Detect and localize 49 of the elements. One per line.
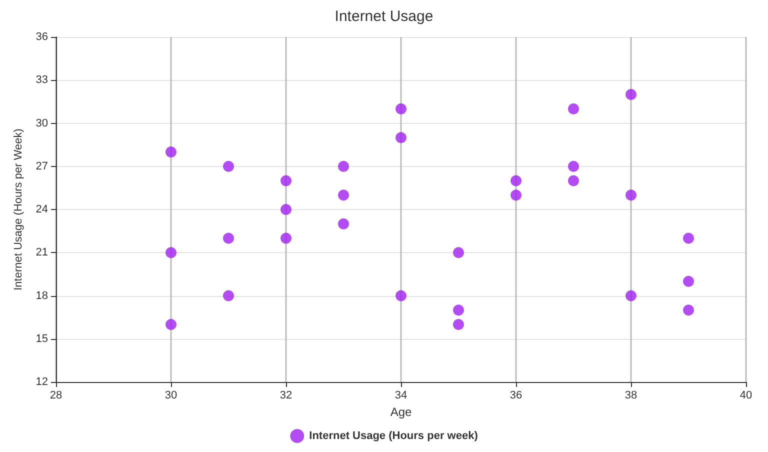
point <box>223 232 234 244</box>
point <box>280 232 292 244</box>
y-tick-label: 12 <box>36 376 48 388</box>
point <box>338 218 349 230</box>
point <box>166 319 176 330</box>
legend-label: Internet Usage (Hours per week) <box>309 430 478 442</box>
point <box>568 103 579 114</box>
point <box>338 160 349 172</box>
y-tick-label: 27 <box>36 160 48 172</box>
x-tick-label: 36 <box>510 390 522 402</box>
y-tick-label: 15 <box>36 332 48 345</box>
point <box>280 175 292 186</box>
x-tick-label: 32 <box>280 390 292 402</box>
x-tick-label: 40 <box>740 390 752 402</box>
point <box>166 247 176 258</box>
point <box>338 190 349 201</box>
point <box>510 175 522 186</box>
chart-title: Internet Usage <box>334 8 434 25</box>
point <box>223 290 234 302</box>
point <box>683 276 694 287</box>
point <box>453 319 464 330</box>
x-tick-label: 30 <box>164 390 178 402</box>
point <box>166 146 176 158</box>
x-tick-label: 34 <box>394 390 408 402</box>
point <box>223 160 234 172</box>
point <box>568 160 579 172</box>
y-tick-label: 18 <box>36 290 48 302</box>
point <box>453 304 464 316</box>
point <box>683 232 694 244</box>
point <box>683 304 694 316</box>
point <box>396 290 406 302</box>
x-tick-label: 28 <box>50 390 62 402</box>
y-tick-label: 30 <box>36 117 48 130</box>
point <box>626 190 636 201</box>
y-tick-label: 21 <box>36 246 48 259</box>
point <box>396 132 406 144</box>
y-tick-label: 33 <box>36 74 48 86</box>
point <box>626 89 636 100</box>
point <box>453 247 464 258</box>
y-axis-title: Internet Usage (Hours per Week) <box>12 128 24 290</box>
point <box>510 190 522 201</box>
point <box>626 290 636 302</box>
point <box>396 103 406 114</box>
x-axis-title: Age <box>390 404 412 419</box>
y-tick-label: 24 <box>36 204 48 216</box>
y-tick-label: 36 <box>36 31 48 43</box>
x-tick-label: 38 <box>624 390 638 402</box>
point <box>568 175 579 186</box>
point <box>280 204 292 215</box>
